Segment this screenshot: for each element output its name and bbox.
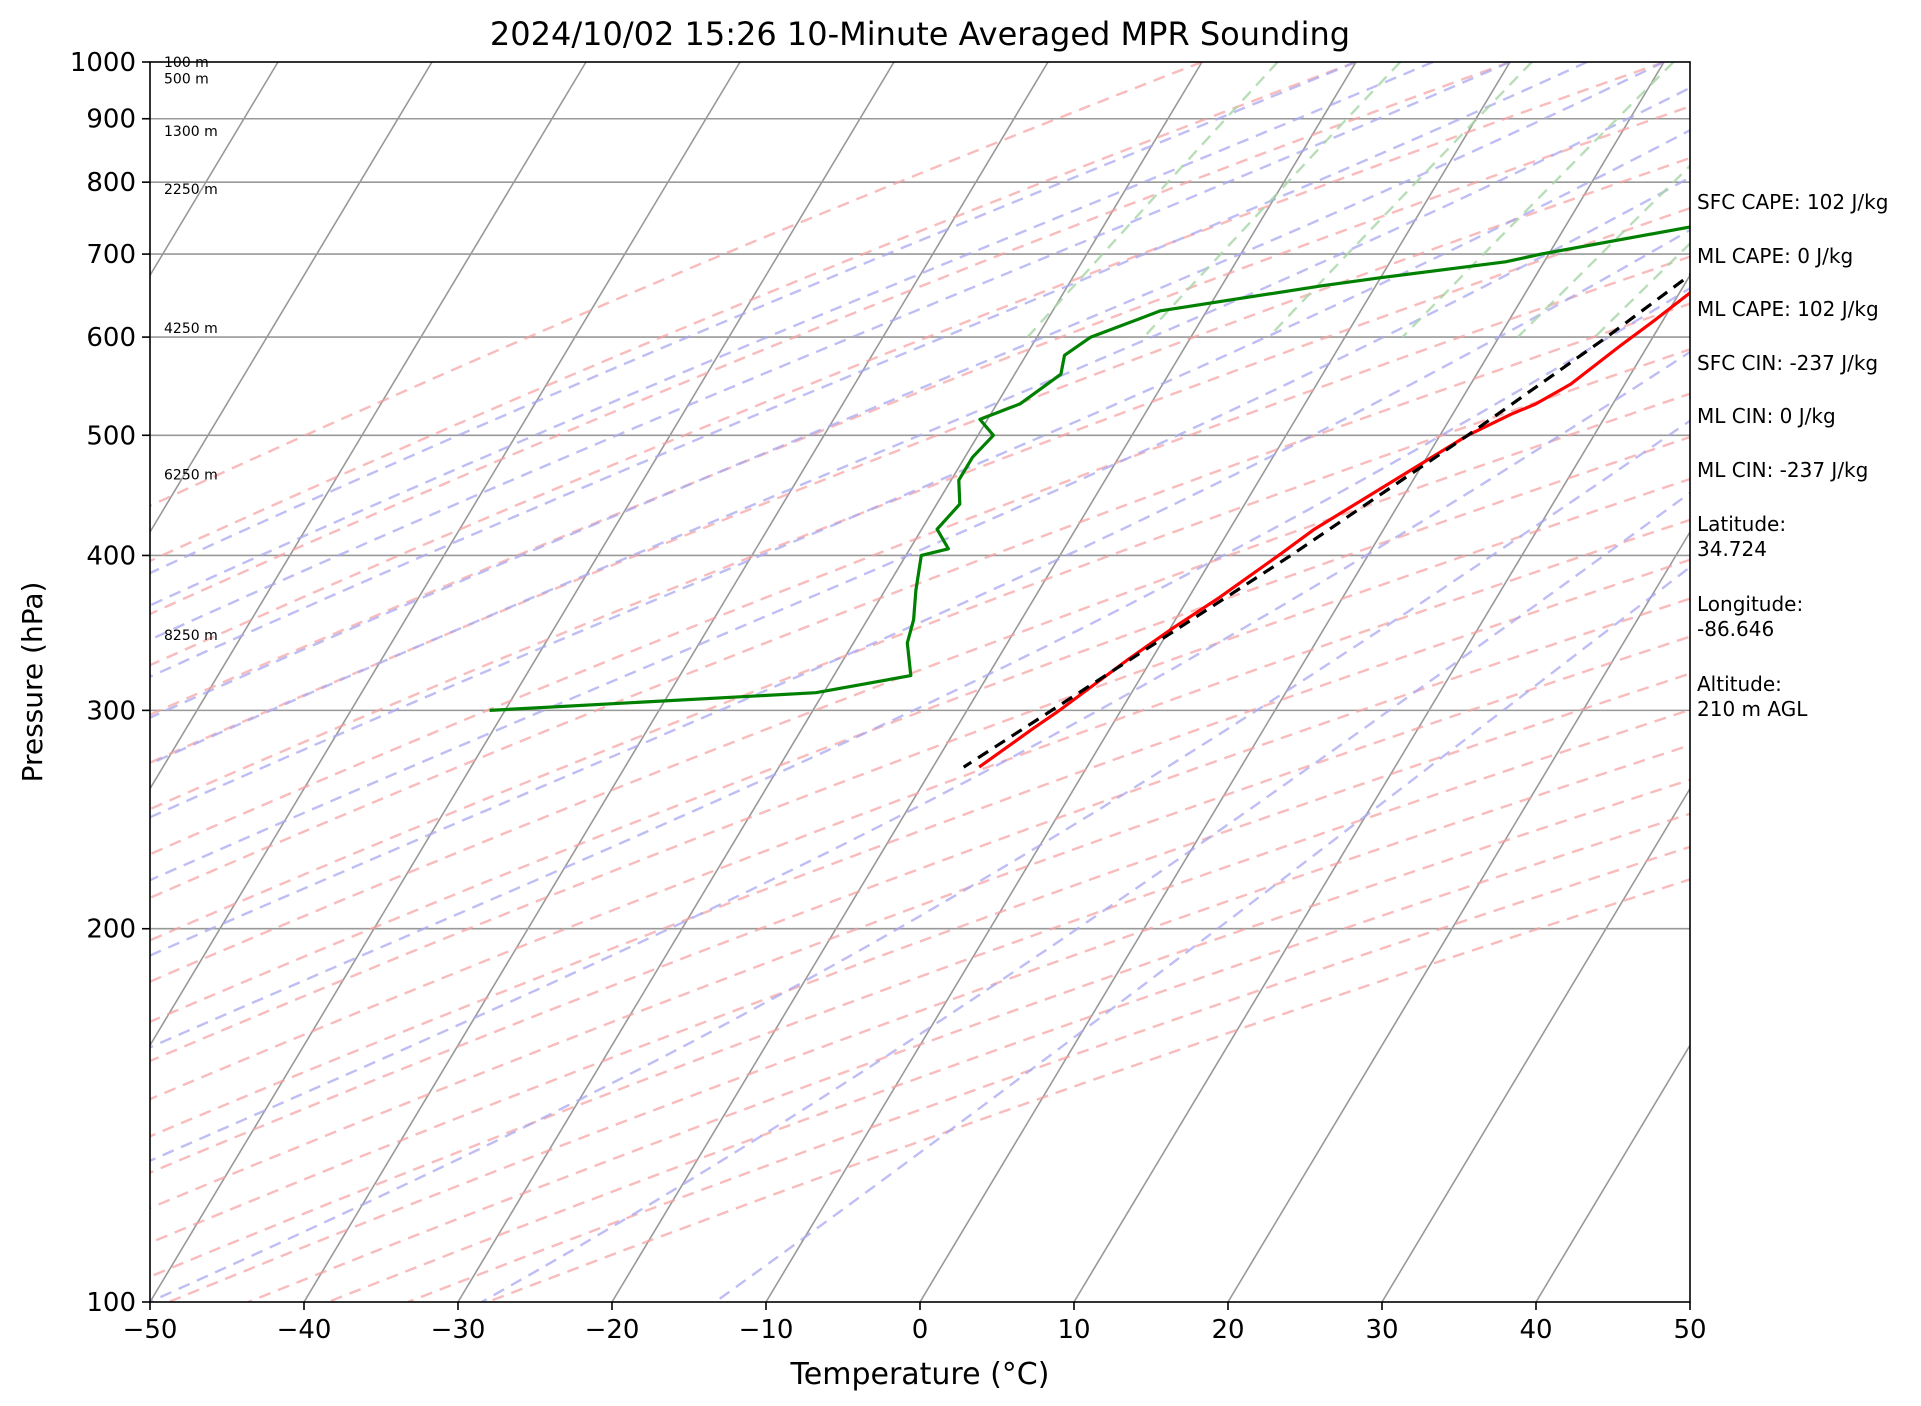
- moist-adiabat-line: [150, 62, 1665, 719]
- x-tick-label: −10: [739, 1315, 794, 1345]
- ml-cin-text-2: ML CIN: -237 J/kg: [1697, 458, 1869, 482]
- y-axis-label: Pressure (hPa): [16, 582, 49, 783]
- isotherm-line: [919, 62, 1665, 1302]
- mixing-ratio-line: [1026, 62, 1279, 338]
- moist-adiabat-line: [150, 228, 1690, 957]
- isotherm-line: [150, 62, 895, 1302]
- height-label: 8250 m: [164, 628, 218, 644]
- y-tick-label: 200: [86, 915, 136, 945]
- moist-adiabat-line: [150, 286, 1690, 1049]
- moist-adiabat-line: [150, 62, 1357, 575]
- dry-adiabat-line: [150, 105, 1690, 717]
- parcel-profile-line: [962, 273, 1690, 769]
- dry-adiabat-line: [150, 597, 1690, 1174]
- moist-adiabat-line: [150, 62, 1434, 607]
- dewpoint-line: [489, 225, 1690, 712]
- moist-adiabat-line: [150, 62, 1511, 642]
- isotherm-line: [150, 62, 433, 534]
- height-label: 1300 m: [164, 124, 218, 140]
- moist-adiabat-line: [150, 176, 1690, 882]
- y-tick-label: 900: [86, 105, 136, 135]
- y-tick-label: 300: [86, 696, 136, 726]
- mixing-ratio-line: [1401, 62, 1675, 338]
- height-label: 500 m: [164, 71, 209, 87]
- mixing-ratio-line: [1516, 164, 1690, 338]
- axis-ticks: −50 −40 −30 −20 −10 0 10 20 30 40 50 100 200 300 400 50…: [70, 48, 1707, 1345]
- isotherm-line: [765, 62, 1511, 1302]
- isotherm-line: [1381, 787, 1690, 1302]
- dry-adiabat-line: [247, 778, 1690, 1302]
- dry-adiabat-line: [150, 518, 1690, 1101]
- dry-adiabat-line: [150, 635, 1690, 1210]
- y-tick-label: 1000: [70, 48, 136, 78]
- x-tick-label: 30: [1365, 1315, 1398, 1345]
- x-tick-label: −50: [123, 1315, 178, 1345]
- isotherm-line: [1073, 273, 1690, 1302]
- x-tick-label: −20: [585, 1315, 640, 1345]
- isotherm-line: [150, 62, 279, 277]
- sfc-cape-text: SFC CAPE: 102 J/kg: [1697, 190, 1889, 214]
- y-tick-label: 600: [86, 323, 136, 353]
- moist-adiabat-line: [150, 419, 1690, 1302]
- dry-adiabat-line: [150, 708, 1690, 1278]
- dry-adiabat-line: [150, 435, 1690, 1024]
- height-label: 4250 m: [164, 321, 218, 337]
- x-tick-label: 40: [1519, 1315, 1552, 1345]
- y-tick-label: 400: [86, 541, 136, 571]
- isotherm-line: [150, 62, 741, 1047]
- background-grid: [150, 62, 1690, 1302]
- sfc-cin-text: SFC CIN: -237 J/kg: [1697, 351, 1879, 375]
- ml-cape-text-2: ML CAPE: 102 J/kg: [1697, 297, 1879, 321]
- height-label: 100 m: [164, 55, 209, 71]
- x-tick-label: −40: [277, 1315, 332, 1345]
- x-tick-label: 20: [1211, 1315, 1244, 1345]
- altitude-text: Altitude: 210 m AGL: [1697, 672, 1808, 721]
- dry-adiabat-line: [150, 302, 1690, 900]
- height-label: 2250 m: [164, 182, 218, 198]
- x-axis-label: Temperature (°C): [790, 1357, 1050, 1392]
- x-tick-label: 10: [1057, 1315, 1090, 1345]
- latitude-text: Latitude: 34.724: [1697, 512, 1787, 561]
- moist-adiabat-line: [150, 86, 1690, 766]
- sounding-lines: [489, 225, 1690, 769]
- longitude-text: Longitude: -86.646: [1697, 592, 1804, 641]
- x-tick-label: 0: [912, 1315, 929, 1345]
- chart-title: 2024/10/02 15:26 10-Minute Averaged MPR …: [490, 15, 1350, 53]
- y-tick-label: 700: [86, 240, 136, 270]
- moist-adiabat-line: [150, 350, 1690, 1163]
- moist-adiabat-line: [150, 62, 1588, 679]
- ml-cin-text: ML CIN: 0 J/kg: [1697, 404, 1836, 428]
- x-tick-label: 50: [1673, 1315, 1706, 1345]
- mixing-ratio-line: [1143, 62, 1402, 338]
- isotherm-line: [457, 62, 1203, 1302]
- moist-adiabat-line: [481, 491, 1690, 1302]
- moist-adiabat-line: [150, 128, 1690, 819]
- dry-adiabat-line: [150, 255, 1690, 856]
- mixing-ratio-line: [1267, 62, 1533, 338]
- isotherm-line: [611, 62, 1357, 1302]
- y-tick-label: 800: [86, 168, 136, 198]
- dry-adiabat-line: [150, 62, 1357, 563]
- height-label: 6250 m: [164, 467, 218, 483]
- ml-cape-text: ML CAPE: 0 J/kg: [1697, 244, 1854, 268]
- isotherm-line: [1535, 1043, 1690, 1302]
- dry-adiabat-line: [150, 348, 1690, 942]
- y-tick-label: 100: [86, 1288, 136, 1318]
- x-tick-label: −30: [431, 1315, 486, 1345]
- isotherm-line: [1227, 530, 1690, 1302]
- dry-adiabat-line: [150, 392, 1690, 983]
- dry-adiabat-line: [150, 62, 1511, 616]
- dry-adiabat-line: [150, 206, 1690, 811]
- dry-adiabat-line: [150, 62, 1203, 508]
- y-tick-label: 500: [86, 421, 136, 451]
- temperature-line: [978, 290, 1690, 769]
- isotherm-line: [150, 62, 587, 791]
